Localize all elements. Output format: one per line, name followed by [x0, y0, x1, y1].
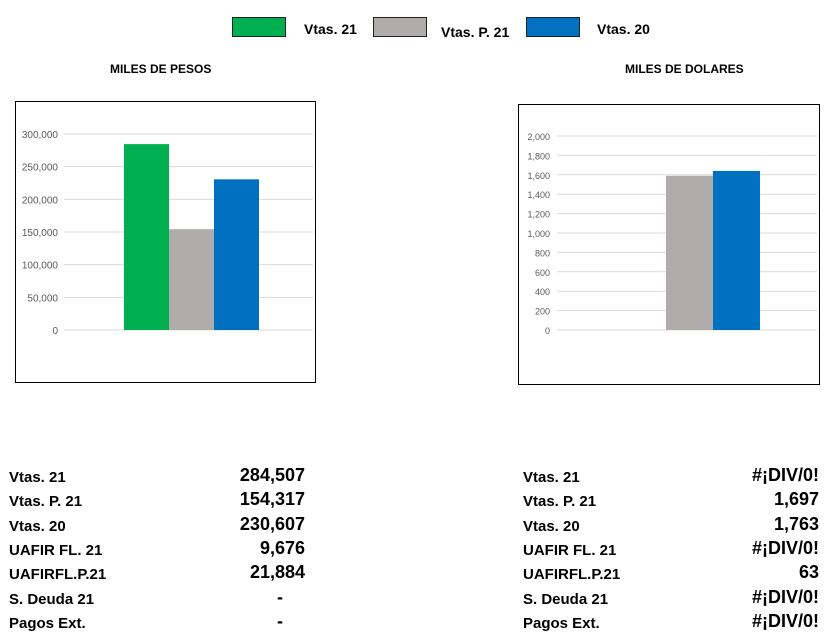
dolares-row-value: 1,763 — [773, 513, 819, 534]
dolares-row-value: 63 — [798, 562, 819, 583]
pesos-row: UAFIR FL. 21 9,676 — [9, 535, 305, 559]
dolares-y-tick-label: 2,000 — [527, 132, 550, 142]
dolares-y-tick-label: 0 — [545, 326, 550, 336]
dolares-bar-vtas-20 — [713, 170, 760, 330]
legend-label-vtas-p-21: Vtas. P. 21 — [441, 24, 510, 40]
dolares-values-table: Vtas. 21 #¡DIV/0! Vtas. P. 21 1,697 Vtas. 20… — [523, 462, 819, 632]
pesos-y-tick-label: 250,000 — [22, 163, 59, 174]
dolares-chart-plot: 2,000 1,800 1,600 1,400 1,200 1,000 800 600 400 2… — [527, 132, 817, 336]
pesos-row: Vtas. P. 21 154,317 — [9, 486, 305, 510]
legend-swatch-vtas-20 — [526, 17, 580, 37]
pesos-y-tick-label: 50,000 — [27, 293, 58, 304]
dolares-row-label: UAFIR FL. 21 — [523, 541, 617, 559]
pesos-row: Vtas. 20 230,607 — [9, 511, 305, 535]
dolares-y-tick-label: 400 — [535, 287, 550, 297]
dolares-row: S. Deuda 21 #¡DIV/0! — [523, 584, 819, 608]
pesos-row: UAFIRFL.P.21 21,884 — [9, 559, 305, 583]
pesos-bar-vtas-20 — [214, 179, 259, 330]
pesos-values-table: Vtas. 21 284,507 Vtas. P. 21 154,317 Vtas. 2… — [9, 462, 305, 632]
pesos-y-tick-label: 300,000 — [22, 130, 59, 141]
dolares-y-tick-label: 1,000 — [527, 229, 550, 239]
dolares-y-tick-label: 1,400 — [527, 190, 550, 200]
pesos-row-label: Vtas. P. 21 — [9, 493, 83, 511]
dolares-row-value: #¡DIV/0! — [751, 610, 819, 631]
dolares-y-tick-label: 600 — [535, 268, 550, 278]
pesos-y-tick-label: 100,000 — [22, 261, 59, 272]
pesos-y-tick-label: 150,000 — [22, 228, 59, 239]
dolares-y-tick-label: 1,600 — [527, 171, 550, 181]
pesos-row-label: UAFIRFL.P.21 — [9, 566, 107, 584]
dolares-row-value: #¡DIV/0! — [751, 465, 819, 485]
pesos-row-label: Vtas. 20 — [9, 517, 66, 535]
dolares-row: Pagos Ext. #¡DIV/0! — [523, 608, 819, 632]
legend-label-vtas-20: Vtas. 20 — [597, 21, 650, 37]
dolares-row-value: 1,697 — [773, 489, 819, 510]
pesos-row-value: - — [277, 610, 283, 631]
pesos-row-value: - — [277, 586, 283, 607]
dolares-row-label: UAFIRFL.P.21 — [523, 566, 621, 584]
pesos-row: Pagos Ext. - — [9, 608, 305, 632]
legend-swatch-vtas-p-21 — [373, 17, 427, 37]
pesos-bar-vtas-21 — [124, 144, 169, 330]
pesos-chart-title: MILES DE PESOS — [110, 62, 212, 76]
pesos-y-tick-label: 200,000 — [22, 195, 59, 206]
dolares-row: Vtas. 20 1,763 — [523, 511, 819, 535]
dolares-row: Vtas. 21 #¡DIV/0! — [523, 462, 819, 486]
legend-label-vtas-21: Vtas. 21 — [304, 21, 357, 37]
dolares-bar-vtas-p-21 — [666, 175, 713, 330]
dolares-y-tick-label: 1,800 — [527, 151, 550, 161]
pesos-chart-plot: 300,000 250,000 200,000 150,000 100,000 50,00… — [22, 130, 313, 337]
pesos-y-tick-label: 0 — [52, 326, 58, 337]
pesos-row: S. Deuda 21 - — [9, 584, 305, 608]
dolares-chart: 2,000 1,800 1,600 1,400 1,200 1,000 800 600 400 2… — [518, 104, 820, 385]
dolares-row: UAFIR FL. 21 #¡DIV/0! — [523, 535, 819, 559]
dolares-row: Vtas. P. 21 1,697 — [523, 486, 819, 510]
dolares-row-label: Vtas. P. 21 — [523, 493, 597, 511]
dolares-row-label: Vtas. 21 — [523, 469, 580, 486]
dolares-chart-title: MILES DE DOLARES — [625, 62, 744, 76]
pesos-row-value: 21,884 — [249, 562, 305, 583]
dolares-row-value: #¡DIV/0! — [751, 586, 819, 607]
pesos-chart: 300,000 250,000 200,000 150,000 100,000 50,00… — [15, 101, 316, 383]
pesos-row-value: 9,676 — [259, 537, 305, 558]
pesos-row: Vtas. 21 284,507 — [9, 462, 305, 486]
pesos-bar-vtas-p-21 — [169, 229, 214, 330]
dolares-row: UAFIRFL.P.21 63 — [523, 559, 819, 583]
dolares-row-label: Vtas. 20 — [523, 517, 580, 535]
pesos-row-label: S. Deuda 21 — [9, 590, 95, 608]
pesos-row-label: Pagos Ext. — [9, 614, 86, 632]
pesos-row-label: Vtas. 21 — [9, 469, 66, 486]
pesos-row-label: UAFIR FL. 21 — [9, 541, 103, 559]
dolares-row-value: #¡DIV/0! — [751, 537, 819, 558]
pesos-row-value: 154,317 — [239, 489, 305, 510]
pesos-row-value: 230,607 — [239, 513, 305, 534]
legend-swatch-vtas-21 — [232, 17, 286, 37]
pesos-row-value: 284,507 — [239, 465, 305, 485]
dolares-row-label: S. Deuda 21 — [523, 590, 609, 608]
dolares-y-tick-label: 1,200 — [527, 210, 550, 220]
dolares-y-tick-label: 800 — [535, 248, 550, 258]
dolares-y-tick-label: 200 — [535, 307, 550, 317]
dolares-row-label: Pagos Ext. — [523, 614, 600, 632]
